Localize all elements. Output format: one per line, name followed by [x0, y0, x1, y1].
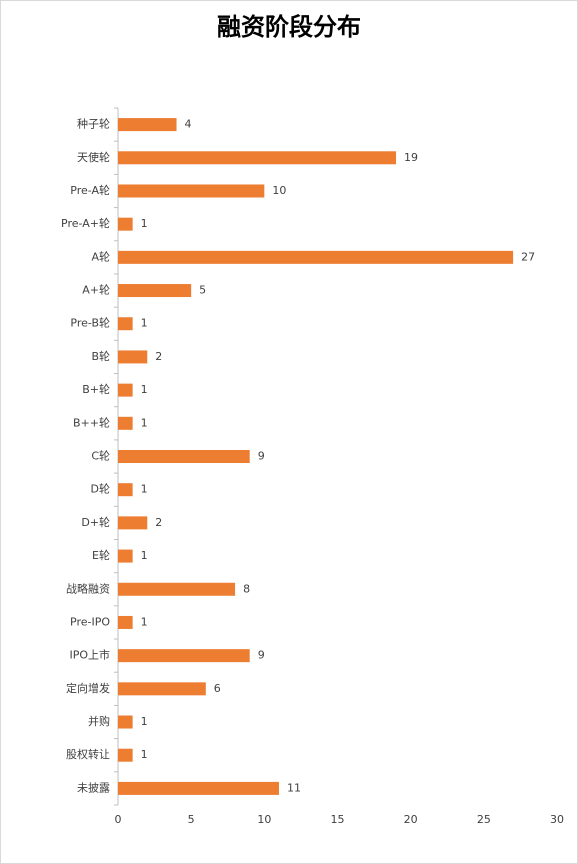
y-tick-label: Pre-IPO	[70, 615, 110, 628]
data-label: 27	[521, 250, 535, 263]
data-label: 9	[258, 450, 265, 463]
bar	[118, 748, 133, 762]
y-tick-label: D轮	[91, 482, 110, 496]
data-label: 1	[141, 615, 148, 628]
y-tick-label: B+轮	[82, 382, 110, 396]
data-label: 1	[141, 217, 148, 230]
bar	[118, 781, 279, 795]
bar	[118, 317, 133, 331]
y-tick-label: 天使轮	[77, 150, 110, 164]
data-label: 8	[243, 582, 250, 595]
bar	[118, 450, 250, 463]
y-tick-label: 股权转让	[66, 747, 110, 761]
bar	[118, 350, 148, 364]
y-tick-label: B轮	[91, 349, 110, 363]
bar	[118, 715, 133, 729]
x-tick-label: 30	[550, 813, 564, 826]
bar	[118, 615, 133, 629]
y-tick-label: 并购	[88, 714, 110, 728]
data-label: 4	[185, 118, 192, 131]
x-tick-label: 15	[331, 813, 345, 826]
data-label: 6	[214, 682, 221, 695]
data-label: 9	[258, 649, 265, 662]
y-tick-label: Pre-A+轮	[61, 216, 110, 230]
x-tick-label: 10	[257, 813, 271, 826]
x-tick-label: 20	[404, 813, 418, 826]
bar	[118, 284, 192, 298]
y-tick-label: 定向增发	[66, 681, 110, 695]
bar	[118, 217, 133, 231]
bar	[118, 582, 236, 596]
bar	[118, 118, 177, 132]
y-tick-label: C轮	[91, 449, 110, 463]
bar	[118, 184, 265, 198]
data-label: 1	[141, 483, 148, 496]
data-label: 2	[155, 350, 162, 363]
x-tick-label: 25	[477, 813, 491, 826]
data-label: 1	[141, 317, 148, 330]
x-tick-label: 5	[188, 813, 195, 826]
y-tick-label: Pre-A轮	[70, 183, 110, 197]
y-tick-label: D+轮	[81, 515, 110, 529]
data-label: 10	[272, 184, 286, 197]
data-label: 2	[155, 516, 162, 529]
y-tick-label: 战略融资	[66, 581, 110, 595]
bar	[118, 549, 133, 563]
x-tick-label: 0	[115, 813, 122, 826]
y-tick-label: A+轮	[82, 283, 110, 297]
data-label: 19	[404, 151, 418, 164]
y-tick-label: Pre-B轮	[70, 316, 110, 330]
y-tick-label: IPO上市	[69, 648, 110, 662]
bar	[118, 682, 206, 696]
data-label: 11	[287, 781, 301, 794]
bar	[118, 516, 148, 530]
data-label: 1	[141, 416, 148, 429]
y-tick-label: 种子轮	[77, 117, 110, 131]
bar	[118, 383, 133, 397]
data-label: 1	[141, 748, 148, 761]
data-label: 1	[141, 715, 148, 728]
data-label: 1	[141, 383, 148, 396]
y-tick-label: A轮	[91, 249, 110, 263]
bar	[118, 649, 250, 663]
y-tick-label: B++轮	[73, 415, 110, 429]
chart-title: 融资阶段分布	[217, 13, 361, 41]
data-label: 1	[141, 549, 148, 562]
y-tick-label: 未披露	[77, 780, 110, 794]
bar	[118, 416, 133, 430]
data-label: 5	[199, 284, 206, 297]
y-tick-label: E轮	[92, 548, 110, 562]
bar	[118, 250, 514, 264]
bar	[118, 483, 133, 497]
bar	[118, 151, 397, 165]
